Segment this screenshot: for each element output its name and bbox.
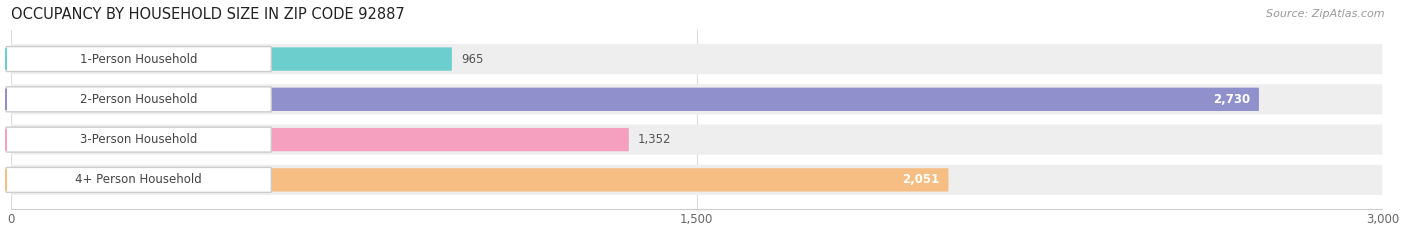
FancyBboxPatch shape	[11, 84, 1382, 114]
Text: 3-Person Household: 3-Person Household	[80, 133, 197, 146]
Text: 1,352: 1,352	[638, 133, 672, 146]
FancyBboxPatch shape	[11, 88, 1258, 111]
Text: 1-Person Household: 1-Person Household	[80, 53, 198, 65]
Text: 965: 965	[461, 53, 484, 65]
FancyBboxPatch shape	[11, 124, 1382, 155]
Text: 2-Person Household: 2-Person Household	[80, 93, 198, 106]
FancyBboxPatch shape	[11, 168, 949, 192]
FancyBboxPatch shape	[6, 127, 271, 152]
FancyBboxPatch shape	[11, 128, 628, 151]
FancyBboxPatch shape	[6, 47, 271, 72]
Text: 2,730: 2,730	[1213, 93, 1250, 106]
Text: OCCUPANCY BY HOUSEHOLD SIZE IN ZIP CODE 92887: OCCUPANCY BY HOUSEHOLD SIZE IN ZIP CODE …	[11, 7, 405, 22]
FancyBboxPatch shape	[11, 44, 1382, 74]
Text: 4+ Person Household: 4+ Person Household	[76, 173, 202, 186]
Text: 2,051: 2,051	[903, 173, 939, 186]
FancyBboxPatch shape	[6, 87, 271, 112]
FancyBboxPatch shape	[6, 167, 271, 192]
FancyBboxPatch shape	[11, 165, 1382, 195]
FancyBboxPatch shape	[11, 47, 451, 71]
Text: Source: ZipAtlas.com: Source: ZipAtlas.com	[1267, 9, 1385, 19]
